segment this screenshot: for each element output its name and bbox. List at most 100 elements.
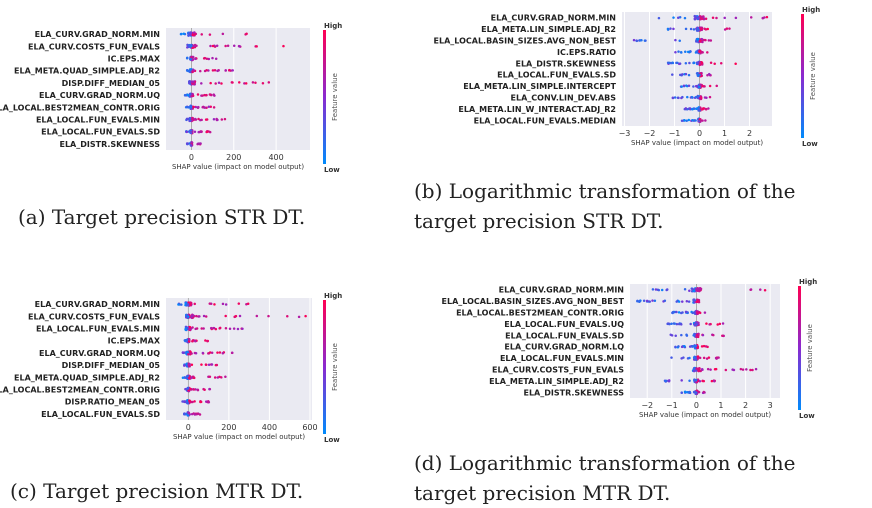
shap-dot [189,144,193,147]
shap-dot [698,356,702,360]
feature-label: ELA_LOCAL.BEST2MEAN_CONTR.ORIG [0,103,160,112]
feature-label: ELA_LOCAL.BEST2MEAN_CONTR.ORIG [456,309,624,318]
shap-dot [698,367,701,370]
shap-dot [692,28,696,31]
shap-dot [648,300,651,303]
shap-dot [683,390,687,394]
feature-label: ELA_CURV.GRAD_NORM.MIN [35,30,160,39]
shap-dot [194,57,197,61]
shap-dot [185,142,189,145]
shap-dot [677,311,681,314]
shap-dot [246,302,250,305]
shap-dot [195,314,198,318]
shap-dot [194,118,198,121]
shap-dot [724,368,728,372]
shap-dot [667,380,671,383]
shap-dot [192,388,196,391]
shap-dot [725,27,729,30]
feature-label: ELA_CURV.GRAD_NORM.MIN [499,286,624,295]
shap-dot [190,141,194,144]
shap-dot [183,94,187,97]
x-axis-title: SHAP value (impact on model output) [631,139,763,147]
shap-dot [699,369,702,373]
shap-dot [691,119,694,122]
shap-dot [680,51,683,54]
colorbar-low-label: Low [324,436,340,444]
shap-dot [190,55,193,59]
shap-dot [671,73,674,76]
x-tick-label: 0 [697,129,702,138]
feature-label: ELA_LOCAL.BEST2MEAN_CONTR.ORIG [0,386,160,395]
shap-dot [200,327,203,330]
shap-dot [191,92,194,96]
shap-dot [713,367,717,371]
shap-dot [186,315,190,319]
shap-dot [177,303,180,306]
shap-dot [215,117,218,121]
shap-dot [231,351,234,354]
shap-dot [651,288,655,291]
shap-dot [717,356,720,359]
shap-dot [749,16,753,19]
feature-label: ELA_LOCAL.BASIN_SIZES.AVG_NON_BEST [442,297,625,306]
feature-label: IC.EPS.RATIO [557,48,616,57]
feature-label: ELA_CURV.GRAD_NORM.MIN [491,14,616,23]
shap-dot [713,379,716,383]
shap-dot [678,16,682,19]
shap-dot [683,119,686,122]
shap-dot [200,82,203,85]
shap-dot [695,367,698,370]
shap-dot [684,61,688,65]
shap-dot [193,33,196,36]
feature-label: ELA_META.LIN_SIMPLE.ADJ_R2 [489,377,624,386]
shap-dot [192,69,196,72]
shap-dot [680,323,683,326]
shap-dot [692,369,696,373]
shap-dot [188,399,192,403]
shap-dot [187,363,190,367]
shap-dot [191,46,195,50]
shap-dot [255,314,259,318]
shap-dot [670,356,673,359]
shap-dot [704,345,708,348]
shap-dot [734,16,738,20]
shap-dot [728,27,731,30]
x-tick-label: 0 [189,153,194,162]
shap-dot [719,62,723,65]
shap-dot [702,390,706,394]
colorbar-high-label: High [799,278,817,286]
shap-dot [693,14,696,18]
shap-dot [660,288,664,292]
shap-dot [189,69,192,72]
shap-dot [695,287,698,291]
shap-dot [680,391,683,395]
shap-dot [645,299,649,303]
feature-label: ELA_CURV.GRAD_NORM.UQ [39,91,160,100]
shap-dot [214,57,218,61]
shap-dot [686,95,689,99]
feature-label: ELA_LOCAL.FUN_EVALS.MIN [36,325,160,334]
x-axis-title: SHAP value (impact on model output) [639,411,771,419]
shap-dot [698,118,701,121]
shap-dot [694,17,697,20]
shap-dot [208,33,212,36]
shap-dot [188,81,191,85]
shap-dot [741,368,745,371]
shap-dot [696,38,699,41]
shap-dot [707,356,711,359]
shap-dot [700,345,704,348]
feature-label: ELA_CONV.LIN_DEV.ABS [511,94,617,103]
shap-dot [201,106,204,109]
shap-dot [216,351,219,354]
shap-dot [212,106,216,109]
shap-dot [695,321,698,324]
shap-dot [673,96,677,99]
shap-dot [700,367,704,371]
shap-dot [188,325,192,329]
x-tick-label: 400 [268,153,283,162]
caption-c: (c) Target precision MTR DT. [10,479,304,503]
shap-dot [210,351,214,355]
shap-dot [705,322,708,325]
shap-dot [220,118,224,121]
shap-dot [674,51,677,54]
